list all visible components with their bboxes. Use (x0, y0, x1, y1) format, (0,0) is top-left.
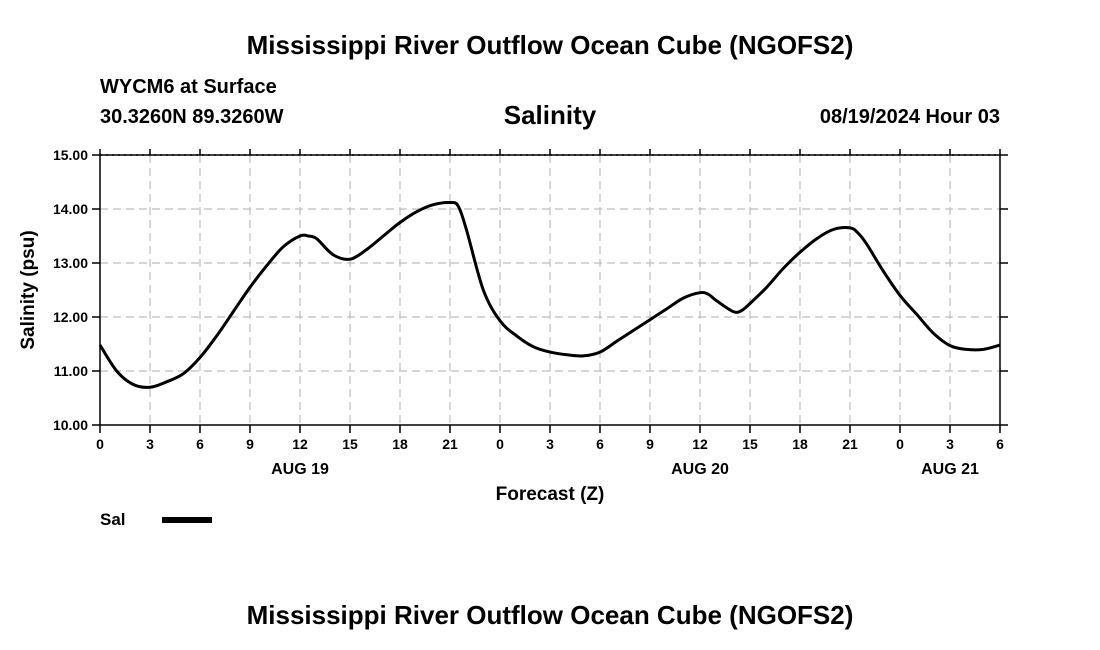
x-tick-label: 3 (546, 436, 554, 452)
x-tick-label: 6 (996, 436, 1004, 452)
main-title: Mississippi River Outflow Ocean Cube (NG… (246, 30, 854, 60)
x-tick-label: 9 (246, 436, 254, 452)
forecast-timestamp: 08/19/2024 Hour 03 (819, 106, 1000, 128)
y-tick-label: 11.00 (54, 363, 88, 379)
x-tick-label: 18 (792, 436, 808, 452)
legend-label-sal: Sal (100, 510, 126, 529)
y-axis-label: Salinity (psu) (18, 230, 39, 349)
x-tick-label: 9 (646, 436, 654, 452)
footer-title: Mississippi River Outflow Ocean Cube (NG… (246, 600, 854, 630)
x-tick-label: 6 (196, 436, 204, 452)
x-tick-label: 0 (896, 436, 904, 452)
y-tick-label: 12.00 (53, 309, 88, 325)
x-tick-label: 21 (842, 436, 858, 452)
legend-swatch-sal (162, 517, 212, 523)
station-name: WYCM6 at Surface (100, 76, 277, 98)
x-tick-label: 0 (96, 436, 104, 452)
date-label: AUG 20 (671, 461, 729, 478)
x-tick-label: 18 (392, 436, 408, 452)
y-tick-label: 15.00 (53, 147, 88, 163)
x-tick-label: 21 (442, 436, 458, 452)
x-tick-label: 15 (342, 436, 358, 452)
x-tick-label: 12 (292, 436, 308, 452)
x-tick-label: 3 (946, 436, 954, 452)
y-tick-label: 13.00 (53, 255, 88, 271)
x-tick-label: 0 (496, 436, 504, 452)
tick-labels: 10.00 11.00 12.00 13.00 14.00 15.00 0 3 6 9 12 15 18… (53, 147, 1004, 478)
x-tick-label: 3 (146, 436, 154, 452)
station-coordinates: 30.3260N 89.3260W (100, 106, 284, 128)
y-tick-label: 14.00 (53, 201, 88, 217)
x-tick-label: 12 (692, 436, 708, 452)
x-tick-label: 6 (596, 436, 604, 452)
series-line-sal (98, 200, 1001, 389)
grid-lines (100, 154, 1000, 425)
x-axis-label: Forecast (Z) (496, 484, 605, 505)
x-tick-label: 15 (742, 436, 758, 452)
axis-ticks (92, 149, 1008, 433)
plot-title: Salinity (503, 100, 597, 130)
date-label: AUG 21 (921, 461, 979, 478)
date-label: AUG 19 (271, 461, 329, 478)
y-tick-label: 10.00 (53, 417, 88, 433)
